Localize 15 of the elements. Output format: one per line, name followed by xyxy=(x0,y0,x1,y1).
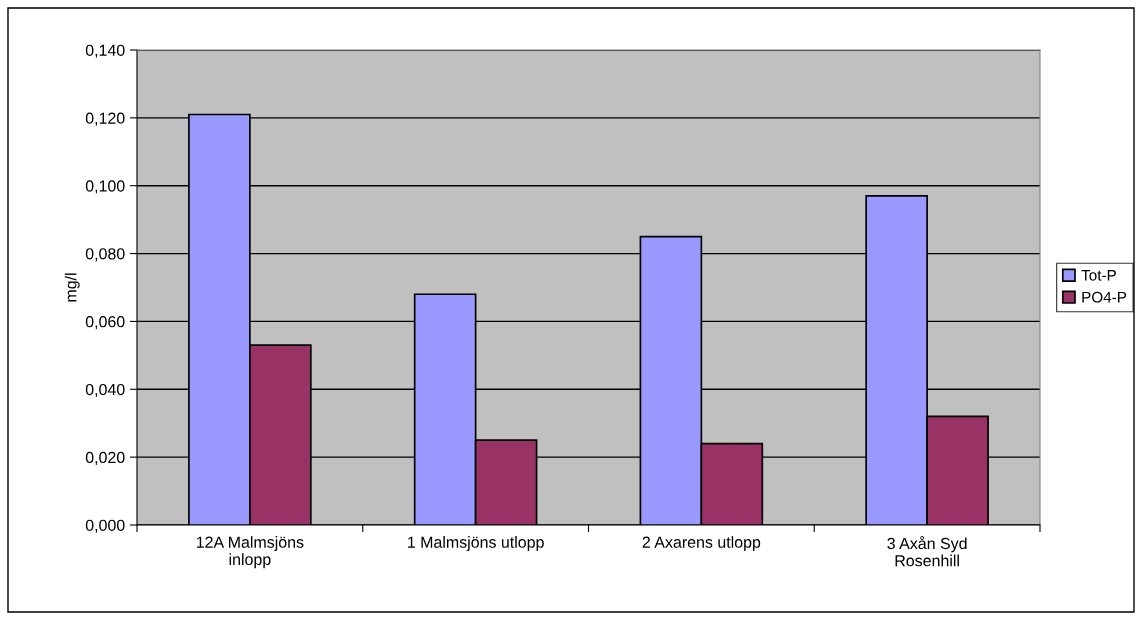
y-axis-title: mg/l xyxy=(64,273,80,302)
legend-label: PO4-P xyxy=(1082,291,1127,303)
y-tick-label: 0,040 xyxy=(85,383,125,398)
x-tick-label: 12A Malmsjöns inlopp xyxy=(196,536,304,569)
y-tick-label: 0,100 xyxy=(85,180,125,194)
y-tick-label: 0,120 xyxy=(85,112,125,126)
x-tick-label: 3 Axån Syd Rosenhill xyxy=(887,536,967,567)
y-tick-label: 0,140 xyxy=(85,44,125,58)
y-tick-label: 0,020 xyxy=(85,451,125,465)
x-tick-label: 2 Axarens utlopp xyxy=(642,536,761,551)
y-tick-label: 0,000 xyxy=(85,519,125,533)
legend-label: Tot-P xyxy=(1081,270,1116,281)
y-tick-label: 0,080 xyxy=(85,248,125,262)
y-tick-label: 0,060 xyxy=(85,316,125,330)
x-tick-label: 1 Malmsjöns utlopp xyxy=(408,536,544,551)
